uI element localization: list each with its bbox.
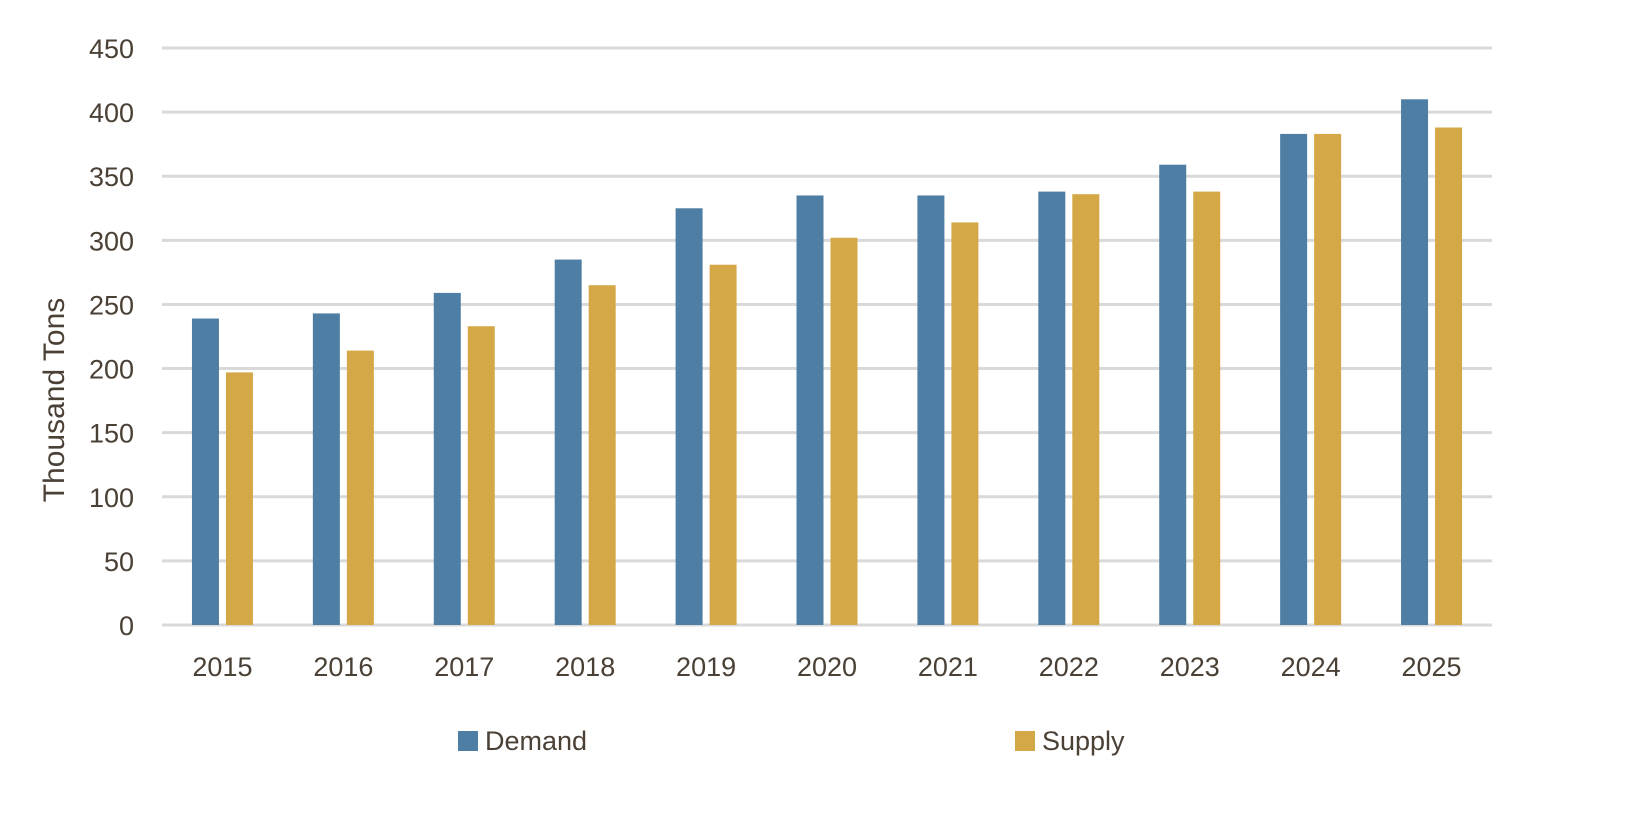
bar-demand-2017 <box>433 292 461 625</box>
y-tick-label: 0 <box>119 611 134 641</box>
x-tick-label: 2023 <box>1160 652 1220 682</box>
y-tick-label: 250 <box>89 290 134 320</box>
x-tick-label: 2022 <box>1039 652 1099 682</box>
bar-demand-2023 <box>1159 164 1187 625</box>
x-tick-label: 2017 <box>434 652 494 682</box>
x-axis-ticks: 2015 2016 2017 2018 2019 2020 2021 2022 2023 2024… <box>192 652 1461 682</box>
bar-demand-2021 <box>917 195 945 625</box>
y-tick-label: 300 <box>89 226 134 256</box>
y-tick-label: 450 <box>89 34 134 64</box>
y-tick-label: 350 <box>89 162 134 192</box>
y-tick-label: 50 <box>104 547 134 577</box>
legend-swatch-supply <box>1015 731 1035 751</box>
bar-demand-2020 <box>796 195 824 625</box>
y-tick-label: 200 <box>89 355 134 385</box>
bar-supply-2021 <box>951 222 979 626</box>
bar-demand-2016 <box>312 313 340 625</box>
x-tick-label: 2015 <box>192 652 252 682</box>
bar-supply-2025 <box>1435 127 1463 626</box>
bar-supply-2016 <box>346 350 374 625</box>
y-tick-label: 400 <box>89 98 134 128</box>
bar-supply-2017 <box>467 326 495 625</box>
x-tick-label: 2019 <box>676 652 736 682</box>
x-tick-label: 2021 <box>918 652 978 682</box>
y-tick-label: 150 <box>89 419 134 449</box>
bar-demand-2019 <box>675 208 703 625</box>
gridlines <box>162 46 1492 627</box>
y-axis-title: Thousand Tons <box>38 298 71 503</box>
legend-label-supply: Supply <box>1042 726 1125 756</box>
bar-supply-2024 <box>1314 133 1342 626</box>
bar-demand-2024 <box>1280 133 1308 626</box>
y-axis-ticks: 0 50 100 150 200 250 300 350 400 450 <box>89 34 134 641</box>
x-tick-label: 2020 <box>797 652 857 682</box>
bars <box>191 99 1463 626</box>
bar-supply-2020 <box>830 237 858 625</box>
bar-demand-2015 <box>191 318 219 625</box>
bar-supply-2019 <box>709 264 737 625</box>
legend: Demand Supply <box>458 726 1125 756</box>
bar-supply-2018 <box>588 285 616 625</box>
bar-supply-2015 <box>225 372 253 625</box>
x-tick-label: 2024 <box>1281 652 1341 682</box>
bar-demand-2025 <box>1401 99 1429 626</box>
bar-demand-2022 <box>1038 191 1066 625</box>
bar-supply-2023 <box>1193 191 1221 625</box>
x-tick-label: 2018 <box>555 652 615 682</box>
bar-supply-2022 <box>1072 194 1100 625</box>
x-tick-label: 2016 <box>313 652 373 682</box>
y-tick-label: 100 <box>89 483 134 513</box>
legend-label-demand: Demand <box>485 726 587 756</box>
legend-swatch-demand <box>458 731 478 751</box>
x-tick-label: 2025 <box>1402 652 1462 682</box>
bar-demand-2018 <box>554 259 582 625</box>
